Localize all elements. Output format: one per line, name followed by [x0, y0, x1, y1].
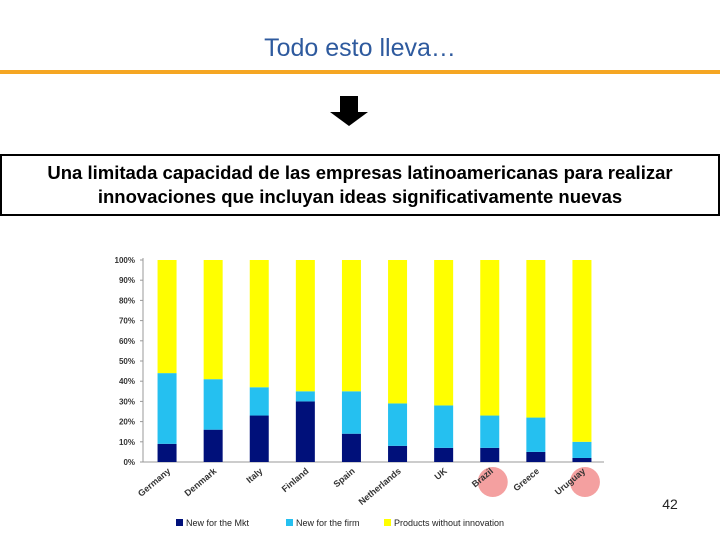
bar-germany-new-for-the-mkt [157, 443, 177, 462]
y-tick-label: 40% [119, 377, 135, 386]
bar-spain-new-for-the-firm [341, 391, 361, 434]
bar-finland-new-for-the-firm [295, 391, 315, 402]
plot-area: 0% 10% 20% 30% 40% 50% 60% 70% 80% 90% 100% Germany… [115, 256, 604, 507]
bar-greece-new-for-the-mkt [526, 451, 546, 462]
statement-text: Una limitada capacidad de las empresas l… [47, 162, 673, 207]
bar-italy-products-without-innovation [249, 260, 269, 388]
slide-title: Todo esto lleva… [264, 34, 456, 62]
x-tick-label-finland: Finland [280, 466, 311, 494]
y-tick-label: 0% [123, 458, 135, 467]
x-tick-label-germany: Germany [136, 466, 172, 499]
bar-netherlands-new-for-the-mkt [388, 445, 408, 462]
chart-legend: New for the Mkt New for the firm Products … [176, 518, 504, 528]
bar-uk-new-for-the-firm [434, 405, 454, 448]
x-tick-label-netherlands: Netherlands [357, 466, 403, 507]
bar-uk-products-without-innovation [434, 260, 454, 406]
x-tick-label-denmark: Denmark [182, 465, 219, 498]
bar-germany-new-for-the-firm [157, 373, 177, 444]
legend-label: New for the firm [296, 518, 360, 528]
bar-netherlands-new-for-the-firm [388, 403, 408, 446]
legend-swatch [286, 519, 293, 526]
bar-brazil-new-for-the-mkt [480, 447, 500, 462]
bar-spain-products-without-innovation [341, 260, 361, 392]
y-tick-label: 60% [119, 337, 135, 346]
y-tick-label: 80% [119, 296, 135, 305]
bar-finland-products-without-innovation [295, 260, 315, 392]
bar-uruguay-products-without-innovation [572, 260, 592, 442]
y-tick-label: 10% [119, 438, 135, 447]
y-tick-label: 100% [115, 256, 135, 265]
legend-label: Products without innovation [394, 518, 504, 528]
bar-brazil-new-for-the-firm [480, 415, 500, 448]
bar-italy-new-for-the-mkt [249, 415, 269, 462]
legend-swatch [176, 519, 183, 526]
legend-label: New for the Mkt [186, 518, 250, 528]
bar-greece-products-without-innovation [526, 260, 546, 418]
bar-uruguay-new-for-the-mkt [572, 457, 592, 462]
bar-greece-new-for-the-firm [526, 417, 546, 452]
y-tick-label: 70% [119, 317, 135, 326]
bar-finland-new-for-the-mkt [295, 401, 315, 462]
bar-brazil-products-without-innovation [480, 260, 500, 416]
bar-italy-new-for-the-firm [249, 387, 269, 416]
legend-swatch [384, 519, 391, 526]
highlight-brazil [477, 467, 508, 497]
x-tick-label-uk: UK [433, 466, 450, 482]
y-tick-label: 30% [119, 397, 135, 406]
page-number: 42 [662, 496, 678, 512]
title-underline [0, 70, 720, 74]
x-tick-label-greece: Greece [511, 466, 541, 493]
down-arrow-icon [330, 96, 368, 126]
x-tick-label-italy: Italy [244, 466, 264, 485]
y-tick-label: 50% [119, 357, 135, 366]
y-tick-label: 90% [119, 276, 135, 285]
y-tick-label: 20% [119, 418, 135, 427]
statement-box: Una limitada capacidad de las empresas l… [0, 154, 720, 216]
bar-denmark-new-for-the-mkt [203, 429, 223, 462]
bar-spain-new-for-the-mkt [341, 433, 361, 462]
x-tick-label-spain: Spain [332, 466, 357, 489]
bar-denmark-products-without-innovation [203, 260, 223, 380]
highlight-uruguay [569, 467, 600, 497]
bar-uruguay-new-for-the-firm [572, 441, 592, 458]
bar-netherlands-products-without-innovation [388, 260, 408, 404]
bar-germany-products-without-innovation [157, 260, 177, 374]
bar-denmark-new-for-the-firm [203, 379, 223, 430]
bar-uk-new-for-the-mkt [434, 447, 454, 462]
